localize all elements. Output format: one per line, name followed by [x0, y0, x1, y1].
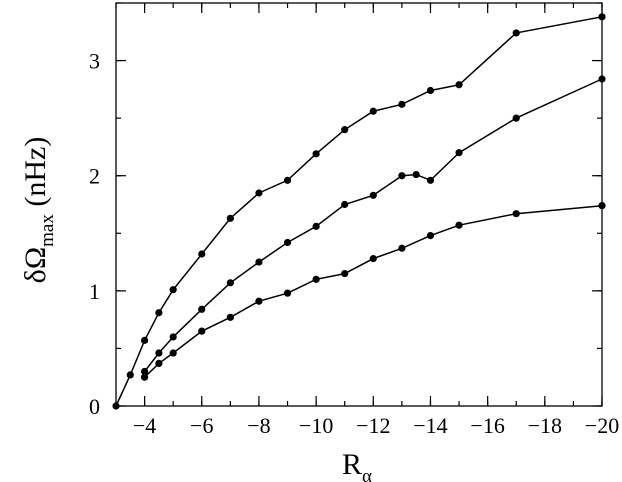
- y-axis-label-unit: (nHz): [19, 137, 52, 214]
- data-point: [198, 250, 206, 258]
- y-tick-labels: 0 1 2 3: [89, 49, 100, 419]
- series-3: [140, 202, 606, 381]
- data-point: [283, 176, 292, 184]
- data-point: [455, 81, 463, 89]
- y-axis-label-sub: max: [37, 214, 58, 247]
- data-point: [426, 86, 435, 95]
- data-point: [312, 275, 320, 283]
- data-point: [512, 114, 520, 122]
- y-tick-label: 3: [89, 49, 100, 74]
- data-point: [126, 371, 134, 379]
- data-point: [455, 221, 463, 229]
- data-point: [226, 279, 234, 287]
- data-point: [198, 327, 206, 335]
- data-point: [155, 309, 163, 317]
- x-tick-label: −16: [470, 413, 504, 438]
- data-point: [512, 29, 520, 37]
- series-line: [144, 204, 603, 378]
- data-point: [283, 289, 292, 297]
- y-tick-label: 1: [89, 279, 100, 304]
- data-point: [369, 191, 377, 199]
- data-point: [369, 255, 377, 263]
- x-tick-label: −8: [247, 413, 270, 438]
- minor-ticks: [115, 2, 603, 407]
- data-point: [369, 107, 377, 115]
- data-point: [398, 100, 406, 108]
- data-point: [426, 231, 435, 240]
- y-tick-label: 0: [89, 394, 100, 419]
- x-tick-labels: −4 −6 −8 −10 −12 −14 −16 −18 −20: [133, 413, 619, 438]
- major-ticks: [116, 3, 603, 407]
- series-line: [144, 78, 603, 372]
- y-axis-label: δΩmax (nHz): [19, 137, 58, 284]
- data-point: [412, 170, 420, 179]
- data-point: [426, 176, 435, 184]
- series-2: [140, 75, 606, 376]
- x-tick-label: −14: [413, 413, 447, 438]
- x-axis-label-sub: α: [362, 466, 372, 482]
- data-point: [341, 126, 349, 134]
- data-point: [169, 286, 177, 294]
- data-point: [198, 305, 206, 313]
- data-point: [140, 336, 149, 344]
- data-point: [155, 349, 163, 357]
- data-point: [255, 297, 263, 305]
- data-point: [512, 210, 520, 218]
- data-point: [398, 172, 406, 180]
- series-layer: [112, 13, 606, 410]
- data-point: [169, 349, 177, 357]
- data-point: [341, 200, 349, 209]
- y-tick-label: 2: [89, 164, 100, 189]
- data-point: [312, 150, 320, 158]
- data-point: [398, 244, 406, 252]
- data-point: [255, 189, 263, 197]
- x-tick-label: −4: [133, 413, 156, 438]
- x-tick-label: −20: [585, 413, 619, 438]
- data-point: [341, 269, 349, 278]
- data-point: [455, 149, 463, 157]
- plot-frame: [115, 2, 603, 407]
- x-tick-label: −18: [528, 413, 562, 438]
- x-tick-label: −10: [299, 413, 333, 438]
- data-point: [169, 333, 177, 341]
- x-tick-label: −6: [190, 413, 213, 438]
- data-point: [255, 258, 263, 266]
- x-axis-label: Rα: [342, 448, 372, 482]
- data-point: [312, 222, 320, 230]
- x-axis-label-main: R: [342, 448, 362, 481]
- data-point: [155, 359, 163, 367]
- y-axis-label-main: δΩ: [19, 247, 52, 283]
- x-tick-label: −12: [356, 413, 390, 438]
- data-point: [226, 313, 234, 321]
- series-1: [112, 13, 606, 410]
- data-point: [140, 373, 149, 381]
- data-point: [283, 238, 292, 247]
- series-line: [115, 16, 603, 407]
- data-point: [226, 214, 234, 222]
- data-point: [140, 367, 149, 376]
